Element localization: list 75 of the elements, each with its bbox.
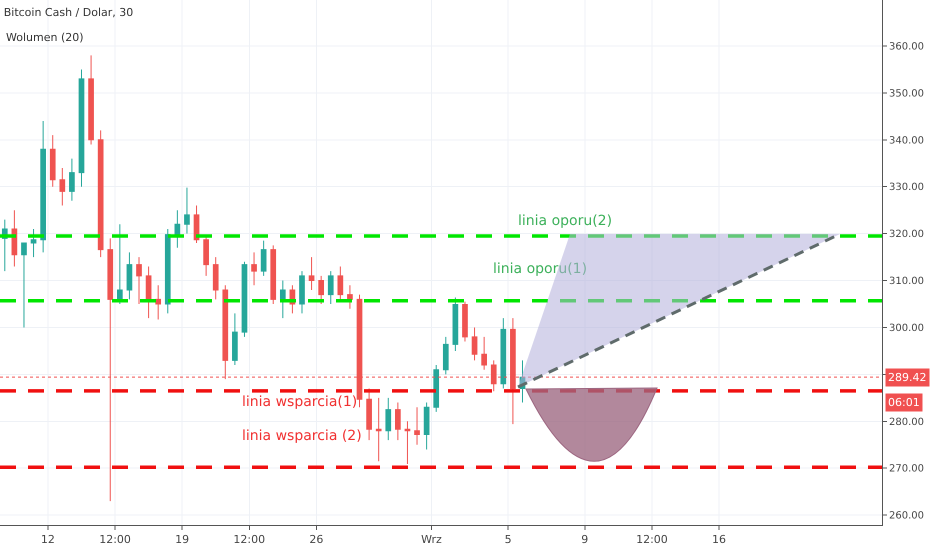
candlestick (98, 130, 104, 258)
annotation: linia wsparcia (2) (242, 428, 362, 444)
candlestick (155, 284, 162, 320)
candlestick (280, 280, 286, 319)
x-tick-label: 12 (40, 533, 55, 546)
y-tick-label: 310.00 (889, 276, 924, 288)
x-tick-label: Wrz (421, 533, 442, 546)
candlestick (308, 256, 314, 290)
candlestick (347, 284, 353, 310)
annotation: linia oporu(1) (493, 261, 588, 277)
candlestick (395, 402, 401, 441)
y-tick-label: 330.00 (889, 182, 924, 194)
candlestick (500, 318, 506, 389)
candlestick (433, 364, 440, 412)
candlestick (366, 388, 372, 441)
x-tick-label: 5 (504, 533, 512, 546)
y-tick-label: 360.00 (889, 41, 924, 52)
candlestick (136, 256, 142, 305)
ref-line-label: 289.42 (888, 371, 926, 384)
candlestick (21, 242, 27, 328)
candlestick (88, 54, 94, 145)
candlestick (126, 252, 132, 300)
candlestick (414, 406, 420, 446)
y-tick-label: 270.00 (889, 464, 924, 475)
candlestick (242, 261, 248, 338)
candlestick (260, 240, 266, 276)
y-tick-label: 260.00 (889, 510, 924, 522)
y-tick-label: 340.00 (889, 135, 924, 146)
x-tick-label: 12:00 (636, 533, 668, 546)
candlestick (328, 270, 334, 305)
candlestick (69, 158, 75, 202)
y-tick-label: 300.00 (889, 322, 924, 334)
candlestick (299, 270, 305, 314)
candlestick (385, 397, 392, 441)
candlestick (40, 120, 46, 253)
candlestick (12, 210, 18, 267)
candlestick (116, 224, 123, 305)
y-tick-label: 350.00 (889, 88, 924, 100)
annotation: Wolumen (20) (6, 31, 84, 44)
text: 06:01 (888, 396, 920, 409)
candlestick (50, 134, 56, 188)
candlestick (59, 167, 66, 206)
x-tick-label: 26 (309, 533, 324, 546)
candlestick (194, 205, 200, 244)
candlestick (184, 187, 190, 234)
candlestick (164, 228, 171, 314)
text: Bitcoin Cash / Dolar, 30 (4, 6, 134, 19)
candlestick (318, 275, 324, 305)
x-tick-label: 12:00 (99, 533, 131, 546)
x-tick-label: 16 (712, 533, 726, 546)
x-tick-label: 19 (175, 533, 190, 546)
candlestick (146, 266, 152, 319)
candlestick (424, 402, 430, 450)
candlestick (404, 420, 410, 465)
candlestick (462, 301, 468, 342)
candlestick (203, 235, 209, 276)
candlestick (78, 68, 84, 188)
y-tick-label: 320.00 (889, 229, 924, 240)
candlestick (376, 397, 382, 462)
annotation: linia oporu(2) (518, 213, 612, 229)
candlestick (452, 296, 458, 352)
x-tick-label: 12:00 (233, 533, 266, 546)
candlestick (30, 228, 36, 258)
annotation: linia wsparcia(1) (242, 394, 358, 410)
candlestick (442, 336, 449, 375)
candlestick (337, 266, 344, 300)
candlestick (232, 312, 238, 366)
candlestick (251, 252, 257, 286)
candlestick (472, 326, 478, 361)
candlestick (481, 336, 487, 370)
candlestick (174, 210, 180, 248)
candlestick (270, 244, 276, 305)
candlestick (212, 256, 219, 300)
y-tick-label: 280.00 (889, 416, 924, 428)
x-tick-label: 9 (581, 533, 588, 546)
